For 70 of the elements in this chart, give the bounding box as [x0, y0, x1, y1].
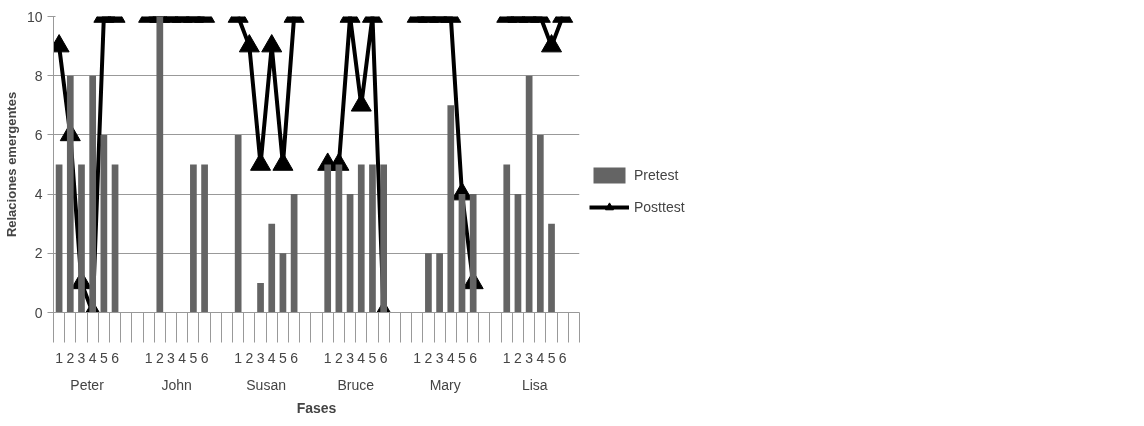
x-tick-label: 4: [357, 349, 366, 366]
bar: [469, 194, 477, 313]
x-tick-label: 1: [144, 349, 153, 366]
x-tick-label: 5: [458, 349, 467, 366]
x-tick-label: 3: [167, 349, 176, 366]
text: Peter: [70, 376, 105, 393]
text: Lisa: [521, 376, 548, 393]
y-tick-label: 8: [34, 67, 43, 84]
bar: [156, 16, 164, 313]
x-tick-label: 5: [279, 349, 288, 366]
bar: [369, 164, 376, 313]
x-tick-label: 1: [502, 349, 511, 366]
x-tick-label: 4: [267, 349, 276, 366]
bar: [548, 223, 555, 313]
x-tick-label: 3: [77, 349, 86, 366]
bar: [324, 164, 332, 313]
x-tick-label: 2: [155, 349, 164, 366]
x-tick-label: 6: [200, 349, 209, 366]
x-tick-label: 1: [234, 349, 243, 366]
x-tick-label: 1: [55, 349, 64, 366]
text: John: [161, 376, 192, 393]
bar: [190, 164, 197, 313]
y-tick-label: 6: [34, 126, 43, 143]
x-tick-label: 4: [178, 349, 187, 366]
x-axis-title: Fases: [296, 399, 337, 416]
bar: [268, 223, 276, 313]
bar: [447, 105, 455, 313]
text: Susan: [246, 376, 286, 393]
y-tick-label: 2: [34, 245, 43, 262]
y-tick-label: 0: [34, 304, 43, 321]
x-tick-label: 1: [323, 349, 332, 366]
x-tick-label: 2: [424, 349, 433, 366]
text: Mary: [429, 376, 461, 393]
bar: [257, 282, 264, 313]
x-tick-label: 4: [536, 349, 545, 366]
x-tick-label: 2: [66, 349, 75, 366]
bar: [201, 164, 208, 313]
x-tick-label: 5: [547, 349, 556, 366]
x-tick-label: 2: [514, 349, 523, 366]
x-tick-label: 4: [88, 349, 97, 366]
bar: [436, 253, 443, 313]
x-tick-label: 6: [469, 349, 478, 366]
x-tick-label: 1: [413, 349, 422, 366]
x-tick-label: 2: [334, 349, 343, 366]
bar: [536, 134, 544, 313]
x-tick-label: 6: [558, 349, 567, 366]
legend-label: Posttest: [634, 199, 685, 215]
x-tick-label: 6: [290, 349, 299, 366]
x-tick-label: 6: [379, 349, 388, 366]
x-tick-label: 4: [446, 349, 455, 366]
x-tick-label: 3: [256, 349, 265, 366]
x-tick-label: 2: [245, 349, 254, 366]
x-tick-label: 3: [346, 349, 355, 366]
bar: [503, 164, 511, 313]
bar: [66, 75, 74, 313]
bar: [78, 164, 85, 313]
y-axis-title: Relaciones emergentes: [3, 91, 19, 238]
x-tick-label: 3: [435, 349, 444, 366]
x-tick-label: 5: [189, 349, 198, 366]
x-tick-label: 5: [368, 349, 377, 366]
y-tick-label: 4: [34, 186, 43, 203]
text: Bruce: [337, 376, 375, 393]
bar: [357, 164, 365, 313]
bar: [234, 134, 242, 313]
x-tick-label: 3: [525, 349, 534, 366]
y-tick-label: 10: [26, 8, 43, 25]
bar: [425, 253, 432, 313]
legend-label: Pretest: [634, 167, 679, 183]
x-tick-label: 5: [99, 349, 108, 366]
x-tick-label: 6: [111, 349, 120, 366]
